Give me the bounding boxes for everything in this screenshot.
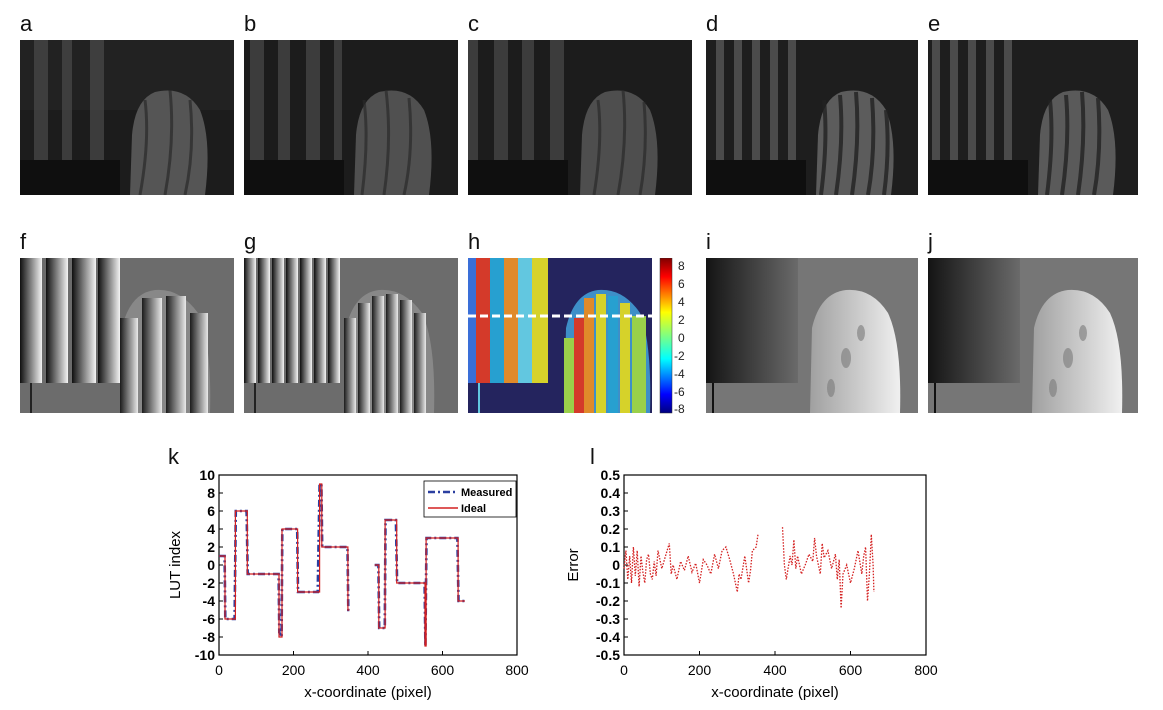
fringe-image-e — [928, 40, 1138, 195]
series-line-ideal — [374, 519, 465, 647]
y-tick-label: 0.5 — [601, 467, 621, 483]
legend: Measured Ideal — [423, 480, 517, 518]
panel-label-c: c — [468, 11, 479, 36]
series-line-error — [781, 527, 875, 609]
colorbar-tick: 8 — [678, 259, 685, 273]
series-line-ideal — [219, 483, 350, 638]
colorbar-tick: 6 — [678, 277, 685, 291]
legend-label-measured: Measured — [461, 487, 512, 499]
panel-label-a: a — [20, 11, 33, 36]
plot-frame — [623, 474, 927, 656]
y-tick-label: 0.1 — [601, 539, 621, 555]
x-tick-label: 600 — [839, 662, 863, 678]
unwrapped-phase-i — [706, 258, 918, 413]
legend-label-ideal: Ideal — [461, 503, 486, 515]
colorbar-tick: -4 — [674, 367, 685, 381]
y-axis-label: Error — [565, 548, 582, 581]
y-tick-label: 8 — [207, 485, 215, 501]
y-tick-label: 0.3 — [601, 503, 621, 519]
fringe-image-b — [244, 40, 458, 195]
colorbar-tick: -6 — [674, 385, 685, 399]
y-tick-label: -8 — [203, 629, 216, 645]
colorbar-tick: 2 — [678, 313, 685, 327]
panel-label-k: k — [168, 444, 179, 469]
x-tick-label: 0 — [215, 662, 223, 678]
panel-label-i: i — [706, 229, 711, 254]
colorbar — [659, 258, 673, 414]
y-tick-label: -10 — [195, 647, 215, 663]
panel-label-b: b — [244, 11, 257, 36]
x-tick-label: 200 — [282, 662, 306, 678]
fringe-image-a — [20, 40, 234, 195]
panel-label-j: j — [928, 229, 933, 254]
panel-label-h: h — [468, 229, 481, 254]
y-tick-label: 0 — [207, 557, 215, 573]
fringe-image-c — [468, 40, 692, 195]
panel-label-g: g — [244, 229, 257, 254]
series-line-measured — [219, 482, 350, 638]
y-tick-label: -6 — [203, 611, 216, 627]
colorbar-tick: 4 — [678, 295, 685, 309]
colorbar-ticks: 8 6 4 2 0 -2 -4 -6 -8 — [674, 259, 685, 415]
y-tick-label: -0.5 — [596, 647, 620, 663]
y-tick-label: 10 — [199, 467, 215, 483]
fringe-image-d — [706, 40, 918, 195]
y-tick-label: 6 — [207, 503, 215, 519]
colorbar-tick: 0 — [678, 331, 685, 345]
unwrapped-phase-j — [928, 258, 1138, 413]
y-tick-label: -0.3 — [596, 611, 620, 627]
x-axis-label: x-coordinate (pixel) — [304, 684, 432, 701]
y-axis-label: LUT index — [167, 530, 184, 599]
x-tick-label: 200 — [688, 662, 712, 678]
wrapped-phase-f — [20, 258, 234, 413]
y-tick-label: -0.1 — [596, 575, 620, 591]
y-tick-label: 0.4 — [601, 485, 621, 501]
panel-label-l: l — [590, 444, 595, 469]
y-tick-label: 0.2 — [601, 521, 621, 537]
x-tick-label: 600 — [431, 662, 455, 678]
chart-k-lut-index: 10 8 6 4 2 0 -2 -4 -6 -8 -10 0 200 400 600 800 x-coord… — [167, 467, 529, 701]
y-tick-label: 0 — [612, 557, 620, 573]
panel-label-e: e — [928, 11, 941, 36]
colorbar-tick: -8 — [674, 402, 685, 415]
y-tick-label: -0.4 — [596, 629, 620, 645]
x-axis-label: x-coordinate (pixel) — [711, 684, 839, 701]
series-line-error — [623, 534, 759, 593]
x-tick-label: 400 — [356, 662, 380, 678]
legend-box — [423, 480, 517, 518]
colorbar-tick: -2 — [674, 349, 685, 363]
wrapped-phase-g — [244, 258, 458, 413]
y-tick-label: -0.2 — [596, 593, 620, 609]
x-tick-label: 800 — [505, 662, 529, 678]
x-tick-label: 400 — [763, 662, 787, 678]
chart-l-error: 0.5 0.4 0.3 0.2 0.1 0 -0.1 -0.2 -0.3 -0.4 -0.5 0 20… — [565, 467, 938, 701]
x-tick-label: 800 — [914, 662, 938, 678]
y-tick-label: -4 — [203, 593, 216, 609]
y-tick-label: 2 — [207, 539, 215, 555]
y-tick-label: -2 — [203, 575, 216, 591]
lut-index-map-h: 8 6 4 2 0 -2 -4 -6 -8 — [468, 258, 685, 415]
panel-label-d: d — [706, 11, 719, 36]
panel-label-f: f — [20, 229, 27, 254]
y-tick-label: 4 — [207, 521, 215, 537]
x-tick-label: 0 — [620, 662, 628, 678]
